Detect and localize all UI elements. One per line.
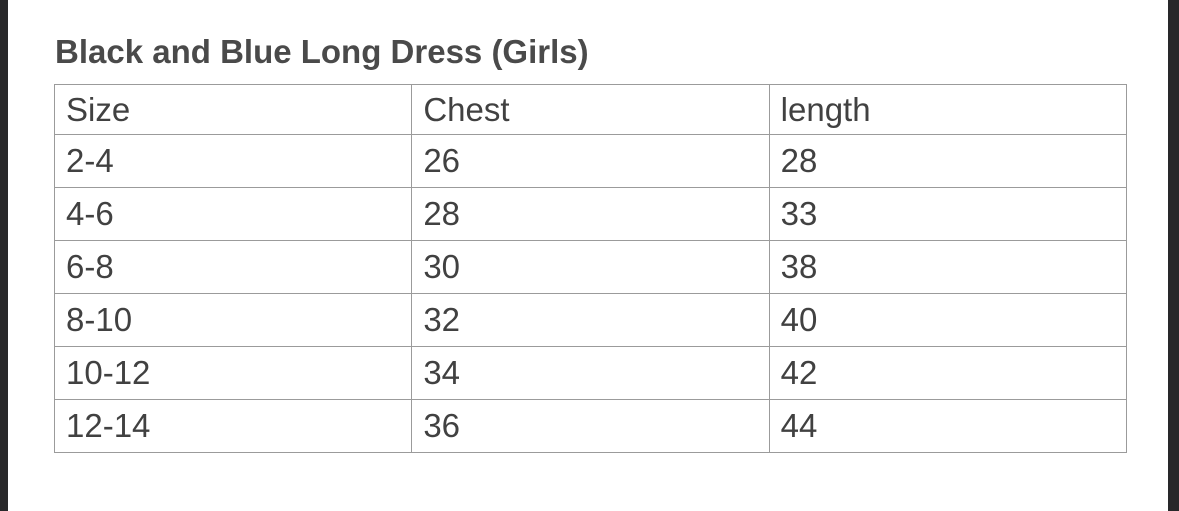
right-letterbox-bar [1168,0,1179,511]
table-row: 12-14 36 44 [53,399,1128,453]
size-chart-body: 2-4 26 28 4-6 28 33 6-8 30 38 8-10 32 40 10-12 34 42 12… [53,134,1128,453]
table-cell: 28 [411,187,770,241]
table-cell: 26 [411,134,770,188]
table-cell: 36 [411,399,770,453]
table-cell: 2-4 [53,134,413,188]
table-row: 10-12 34 42 [53,346,1128,400]
table-cell: 40 [768,293,1128,347]
table-cell: 38 [768,240,1128,294]
table-cell: 33 [768,187,1128,241]
size-chart-table: Size Chest length 2-4 26 28 4-6 28 33 6-8 30 38 8-1… [53,84,1128,453]
table-cell: 34 [411,346,770,400]
size-chart-header: Size Chest length [53,84,1128,135]
table-cell: 30 [411,240,770,294]
table-cell: 10-12 [53,346,413,400]
column-header-chest: Chest [411,84,770,135]
table-row: 4-6 28 33 [53,187,1128,241]
table-cell: 32 [411,293,770,347]
table-row: 2-4 26 28 [53,134,1128,188]
size-chart-title: Black and Blue Long Dress (Girls) [55,33,589,70]
table-cell: 4-6 [53,187,413,241]
table-cell: 12-14 [53,399,413,453]
table-cell: 6-8 [53,240,413,294]
table-cell: 42 [768,346,1128,400]
table-row: 8-10 32 40 [53,293,1128,347]
header-row: Size Chest length [53,84,1128,135]
column-header-size: Size [53,84,413,135]
table-cell: 8-10 [53,293,413,347]
table-row: 6-8 30 38 [53,240,1128,294]
table-cell: 28 [768,134,1128,188]
table-cell: 44 [768,399,1128,453]
left-letterbox-bar [0,0,8,511]
column-header-length: length [768,84,1128,135]
